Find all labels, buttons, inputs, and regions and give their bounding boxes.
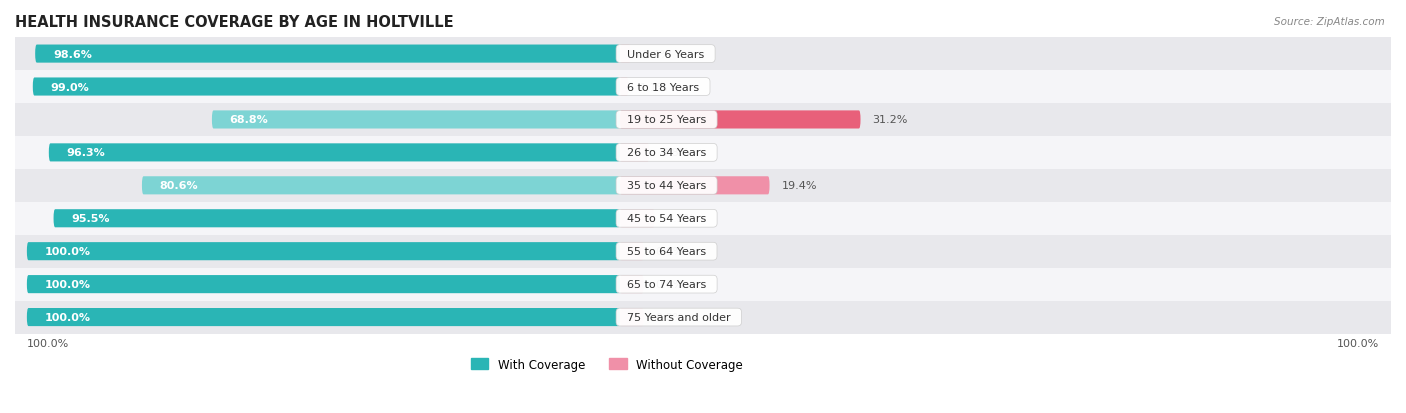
Bar bbox=[15, 137, 1391, 169]
FancyBboxPatch shape bbox=[49, 144, 620, 162]
Text: 19.4%: 19.4% bbox=[782, 181, 817, 191]
Text: 75 Years and older: 75 Years and older bbox=[620, 312, 738, 322]
FancyBboxPatch shape bbox=[620, 45, 631, 64]
Text: 6 to 18 Years: 6 to 18 Years bbox=[620, 82, 706, 92]
Text: 4.5%: 4.5% bbox=[666, 214, 695, 224]
Text: 100.0%: 100.0% bbox=[45, 247, 90, 256]
Text: 0.0%: 0.0% bbox=[655, 247, 683, 256]
FancyBboxPatch shape bbox=[620, 210, 655, 228]
FancyBboxPatch shape bbox=[620, 275, 644, 294]
Bar bbox=[15, 71, 1391, 104]
Text: 45 to 54 Years: 45 to 54 Years bbox=[620, 214, 713, 224]
Text: Source: ZipAtlas.com: Source: ZipAtlas.com bbox=[1274, 17, 1385, 26]
Text: 100.0%: 100.0% bbox=[1337, 339, 1379, 349]
Bar bbox=[15, 202, 1391, 235]
FancyBboxPatch shape bbox=[620, 111, 860, 129]
FancyBboxPatch shape bbox=[620, 308, 644, 326]
Text: 1.1%: 1.1% bbox=[640, 82, 669, 92]
FancyBboxPatch shape bbox=[27, 242, 620, 261]
Text: 0.0%: 0.0% bbox=[655, 312, 683, 322]
Bar bbox=[15, 104, 1391, 137]
Text: 100.0%: 100.0% bbox=[45, 312, 90, 322]
FancyBboxPatch shape bbox=[212, 111, 620, 129]
Legend: With Coverage, Without Coverage: With Coverage, Without Coverage bbox=[465, 353, 748, 375]
FancyBboxPatch shape bbox=[620, 242, 644, 261]
Text: 100.0%: 100.0% bbox=[45, 280, 90, 290]
Text: 68.8%: 68.8% bbox=[229, 115, 269, 125]
Text: 55 to 64 Years: 55 to 64 Years bbox=[620, 247, 713, 256]
FancyBboxPatch shape bbox=[27, 308, 620, 326]
Text: 98.6%: 98.6% bbox=[53, 50, 91, 59]
Text: 96.3%: 96.3% bbox=[66, 148, 105, 158]
Text: 26 to 34 Years: 26 to 34 Years bbox=[620, 148, 713, 158]
FancyBboxPatch shape bbox=[620, 78, 628, 96]
Text: 65 to 74 Years: 65 to 74 Years bbox=[620, 280, 713, 290]
FancyBboxPatch shape bbox=[142, 177, 620, 195]
Text: 100.0%: 100.0% bbox=[27, 339, 69, 349]
FancyBboxPatch shape bbox=[27, 275, 620, 294]
Bar bbox=[15, 169, 1391, 202]
Text: 80.6%: 80.6% bbox=[160, 181, 198, 191]
FancyBboxPatch shape bbox=[53, 210, 620, 228]
Text: 99.0%: 99.0% bbox=[51, 82, 90, 92]
Text: 19 to 25 Years: 19 to 25 Years bbox=[620, 115, 713, 125]
Text: Under 6 Years: Under 6 Years bbox=[620, 50, 711, 59]
Bar bbox=[15, 235, 1391, 268]
Text: HEALTH INSURANCE COVERAGE BY AGE IN HOLTVILLE: HEALTH INSURANCE COVERAGE BY AGE IN HOLT… bbox=[15, 15, 454, 30]
Bar bbox=[15, 301, 1391, 334]
Text: 3.8%: 3.8% bbox=[661, 148, 689, 158]
Text: 31.2%: 31.2% bbox=[872, 115, 908, 125]
Text: 0.0%: 0.0% bbox=[655, 280, 683, 290]
Text: 1.4%: 1.4% bbox=[643, 50, 671, 59]
FancyBboxPatch shape bbox=[32, 78, 620, 96]
Bar bbox=[15, 268, 1391, 301]
Bar bbox=[15, 38, 1391, 71]
FancyBboxPatch shape bbox=[620, 177, 769, 195]
Text: 95.5%: 95.5% bbox=[72, 214, 110, 224]
FancyBboxPatch shape bbox=[35, 45, 620, 64]
FancyBboxPatch shape bbox=[620, 144, 650, 162]
Text: 35 to 44 Years: 35 to 44 Years bbox=[620, 181, 713, 191]
